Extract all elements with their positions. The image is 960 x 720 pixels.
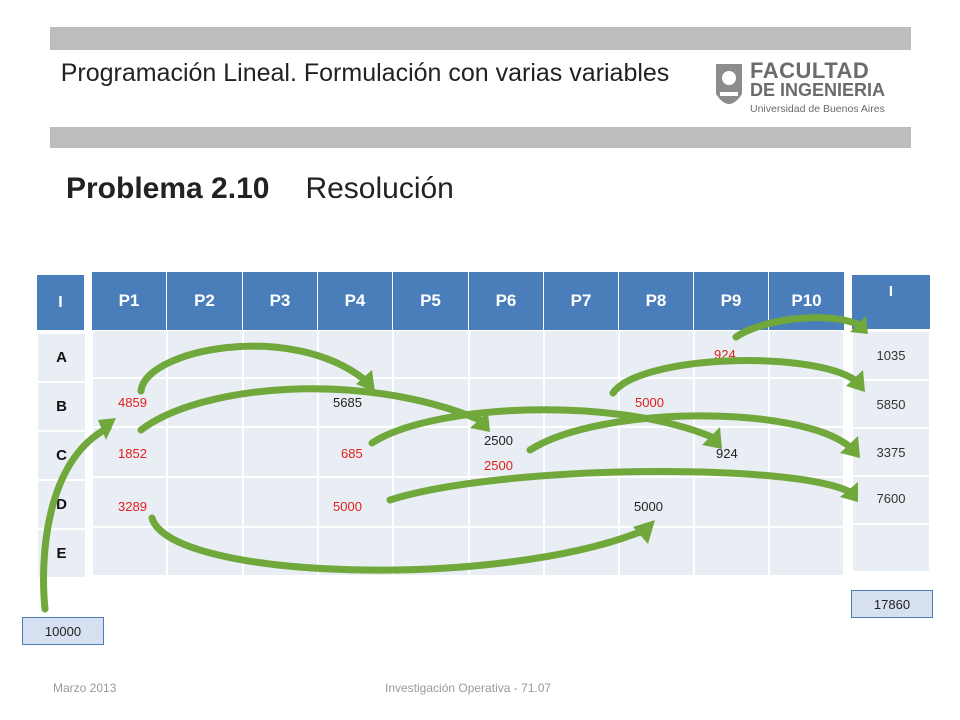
col-header-p6: P6 (469, 272, 544, 330)
right-table-header: I (852, 275, 930, 329)
grid-cell-b-p9 (694, 378, 769, 427)
grid-cell-b-p3 (243, 378, 318, 427)
grid-cell-e-p4 (318, 527, 393, 576)
grid-cell-a-p3 (243, 330, 318, 378)
grid-cell-a-p5 (393, 330, 469, 378)
left-table-header: I (37, 275, 86, 330)
grid-cell-e-p10 (769, 527, 844, 576)
right-row-b: 5850 (852, 380, 930, 428)
cell-c-p6-lower: 2500 (484, 458, 513, 473)
problem-subtitle: Resolución (305, 172, 454, 205)
grid-cell-b-p6 (469, 378, 544, 427)
footer-date: Marzo 2013 (53, 681, 117, 695)
top-band (50, 27, 911, 50)
bottom-band (50, 127, 911, 148)
grid-cell-b-p7 (544, 378, 619, 427)
faculty-crest-icon (716, 64, 742, 104)
left-row-c: C (37, 431, 86, 480)
grid-cell-d-p3 (243, 477, 318, 527)
cell-c-p4: 685 (341, 446, 363, 461)
grid-cell-e-p6 (469, 527, 544, 576)
logo-line-2: DE INGENIERIA (750, 80, 886, 100)
grid-cell-d-p5 (393, 477, 469, 527)
col-header-p4: P4 (318, 272, 393, 330)
left-row-a: A (37, 333, 86, 382)
grid-cell-a-p8 (619, 330, 694, 378)
cell-c-p1: 1852 (118, 446, 147, 461)
grid-cell-d-p6 (469, 477, 544, 527)
right-row-a: 1035 (852, 331, 930, 380)
grid-cell-c-p3 (243, 427, 318, 477)
grid-cell-e-p1 (92, 527, 167, 576)
problem-number: Problema 2.10 (66, 172, 270, 205)
grid-cell-d-p7 (544, 477, 619, 527)
total-left-box: 10000 (22, 617, 104, 645)
grid-cell-e-p2 (167, 527, 243, 576)
grid-cell-a-p1 (92, 330, 167, 378)
left-row-d: D (37, 480, 86, 529)
logo-line-1: FACULTAD (750, 58, 870, 83)
cell-d-p8: 5000 (634, 499, 663, 514)
right-row-d: 7600 (852, 476, 930, 524)
grid-cell-a-p7 (544, 330, 619, 378)
grid-cell-d-p9 (694, 477, 769, 527)
grid-cell-b-p5 (393, 378, 469, 427)
col-header-p10: P10 (769, 272, 844, 330)
grid-cell-c-p2 (167, 427, 243, 477)
grid-cell-d-p2 (167, 477, 243, 527)
grid-cell-a-p2 (167, 330, 243, 378)
grid-cell-c-p5 (393, 427, 469, 477)
right-row-c: 3375 (852, 428, 930, 476)
col-header-p8: P8 (619, 272, 694, 330)
grid-cell-d-p10 (769, 477, 844, 527)
grid-cell-a-p10 (769, 330, 844, 378)
grid-cell-e-p5 (393, 527, 469, 576)
footer-course: Investigación Operativa - 71.07 (385, 681, 552, 695)
grid-cell-b-p10 (769, 378, 844, 427)
left-row-b: B (37, 382, 86, 431)
col-header-p1: P1 (92, 272, 167, 330)
left-row-e: E (37, 529, 86, 578)
grid-cell-e-p7 (544, 527, 619, 576)
grid-cell-a-p6 (469, 330, 544, 378)
col-header-p9: P9 (694, 272, 769, 330)
col-header-p2: P2 (167, 272, 243, 330)
cell-b-p8: 5000 (635, 395, 664, 410)
grid-cell-e-p9 (694, 527, 769, 576)
cell-b-p1: 4859 (118, 395, 147, 410)
grid-cell-e-p8 (619, 527, 694, 576)
total-right-box: 17860 (851, 590, 933, 618)
cell-b-p4: 5685 (333, 395, 362, 410)
cell-d-p1: 3289 (118, 499, 147, 514)
faculty-logo: FACULTAD DE INGENIERIA Universidad de Bu… (712, 58, 912, 120)
col-header-p7: P7 (544, 272, 619, 330)
col-header-p3: P3 (243, 272, 318, 330)
grid-cell-c-p7 (544, 427, 619, 477)
col-header-p5: P5 (393, 272, 469, 330)
grid-cell-a-p4 (318, 330, 393, 378)
cell-a-p9: 924 (714, 347, 736, 362)
cell-d-p4: 5000 (333, 499, 362, 514)
grid-cell-c-p8 (619, 427, 694, 477)
problem-heading: Problema 2.10 Resolución (66, 172, 454, 206)
grid-cell-e-p3 (243, 527, 318, 576)
cell-c-p6-upper: 2500 (484, 433, 513, 448)
grid-cell-b-p2 (167, 378, 243, 427)
logo-line-3: Universidad de Buenos Aires (750, 103, 885, 115)
slide-title: Programación Lineal. Formulación con var… (60, 59, 670, 87)
cell-c-p9: 924 (716, 446, 738, 461)
right-row-e (852, 524, 930, 572)
grid-cell-c-p10 (769, 427, 844, 477)
